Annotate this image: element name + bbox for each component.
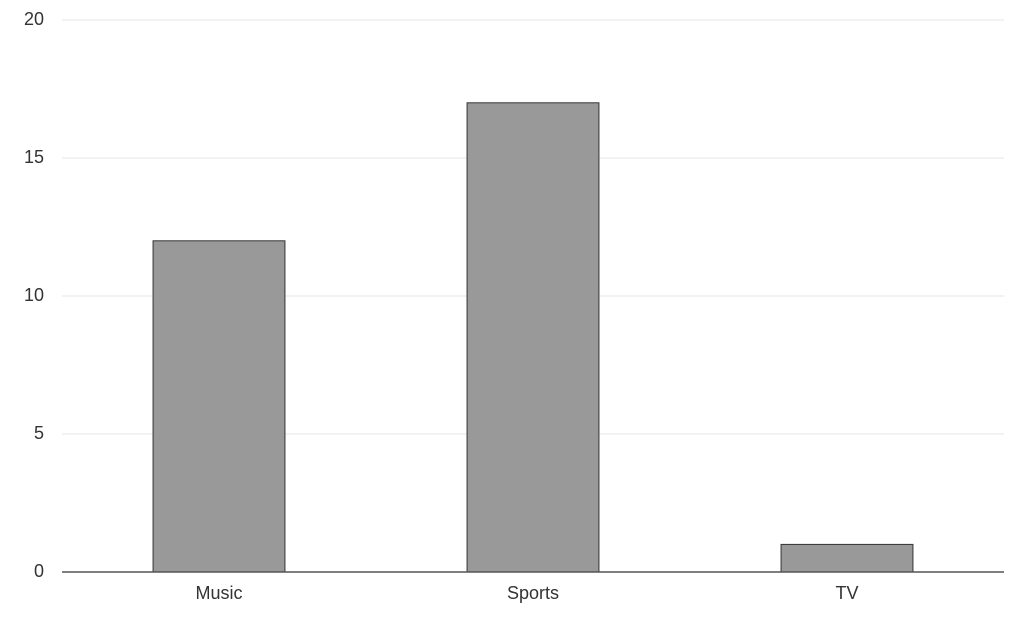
y-tick-label: 20 [24, 9, 44, 29]
y-tick-label: 0 [34, 561, 44, 581]
x-tick-label: Music [195, 583, 242, 603]
bar [153, 241, 285, 572]
x-tick-label: TV [835, 583, 858, 603]
y-tick-label: 5 [34, 423, 44, 443]
bar-chart: 0 5 10 15 20 Music Sports TV [0, 0, 1024, 633]
bar [467, 103, 599, 572]
y-tick-label: 15 [24, 147, 44, 167]
bar [781, 544, 913, 572]
y-tick-label: 10 [24, 285, 44, 305]
x-tick-label: Sports [507, 583, 559, 603]
